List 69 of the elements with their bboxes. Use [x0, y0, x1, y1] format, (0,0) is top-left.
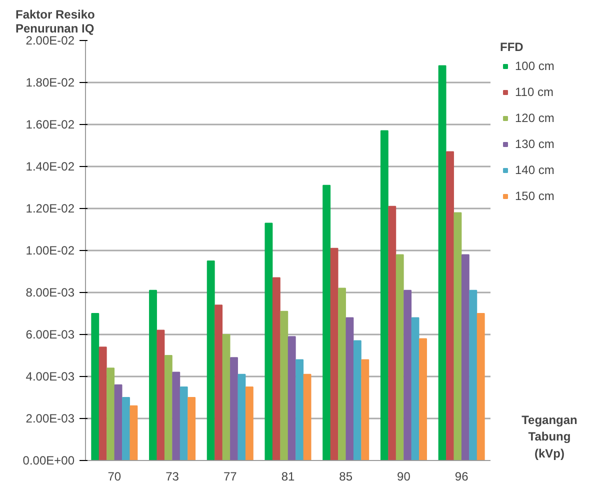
bar	[230, 357, 238, 460]
bar	[288, 336, 296, 460]
bar	[130, 405, 138, 460]
y-tick-label: 1.60E-02	[26, 118, 75, 132]
legend-label: 110 cm	[515, 85, 554, 99]
bar	[454, 212, 462, 460]
x-tick-label: 90	[397, 470, 411, 484]
bar	[238, 374, 246, 460]
bar	[322, 184, 331, 460]
x-tick-label: 73	[166, 470, 180, 484]
bar	[280, 310, 288, 460]
bar	[106, 368, 115, 460]
bar	[388, 206, 396, 460]
legend-label: 140 cm	[515, 163, 554, 177]
y-tick-label: 0.00E+00	[22, 454, 75, 468]
y-tick-label: 8.00E-03	[26, 286, 75, 300]
y-tick-label: 4.00E-03	[26, 370, 75, 384]
legend-label: 120 cm	[515, 111, 554, 125]
bar	[303, 374, 312, 460]
x-tick-label: 85	[339, 470, 353, 484]
bar	[149, 290, 157, 460]
legend-label: 150 cm	[515, 189, 554, 203]
bar	[91, 313, 100, 460]
y-tick-label: 1.80E-02	[26, 76, 75, 90]
bar	[411, 317, 420, 460]
bar	[346, 317, 354, 460]
y-tick-label: 1.00E-02	[26, 244, 75, 258]
bar	[245, 386, 254, 460]
bar	[380, 130, 388, 460]
bar	[476, 313, 485, 460]
bar	[446, 151, 454, 460]
bar	[264, 222, 273, 460]
x-tick-label: 77	[223, 470, 238, 484]
bar	[214, 304, 223, 460]
x-axis-title: Tegangan Tabung (kVp)	[522, 412, 578, 460]
y-tick-label: 1.20E-02	[26, 202, 75, 216]
legend-label: 100 cm	[515, 59, 554, 73]
bar	[419, 338, 427, 460]
y-tick-label: 1.40E-02	[26, 160, 75, 174]
bar	[164, 355, 172, 460]
bar	[98, 346, 107, 460]
bar	[206, 260, 215, 460]
bar	[188, 397, 196, 460]
bar	[330, 248, 338, 460]
bar	[272, 277, 280, 460]
legend-title: FFD	[500, 40, 524, 54]
y-tick-label: 2.00E-03	[26, 412, 75, 426]
bar	[180, 386, 188, 460]
x-tick-label: 81	[281, 470, 295, 484]
bar	[156, 330, 165, 460]
bar	[438, 65, 446, 460]
bar	[296, 359, 304, 460]
bar	[172, 372, 180, 460]
x-tick-label: 96	[454, 470, 469, 484]
y-tick-label: 2.00E-02	[26, 34, 75, 48]
bar	[461, 254, 470, 460]
bar	[353, 340, 362, 460]
bar	[404, 290, 412, 460]
bar	[361, 359, 370, 460]
y-axis-title: Faktor Resiko Penurunan IQ	[16, 8, 95, 36]
x-tick-label: 70	[108, 470, 122, 484]
bar	[396, 254, 404, 460]
bar	[114, 384, 122, 460]
bar	[222, 334, 230, 460]
bar	[122, 397, 130, 460]
bar	[338, 288, 346, 460]
legend-label: 130 cm	[515, 137, 554, 151]
bar	[469, 290, 478, 460]
y-tick-label: 6.00E-03	[26, 328, 75, 342]
